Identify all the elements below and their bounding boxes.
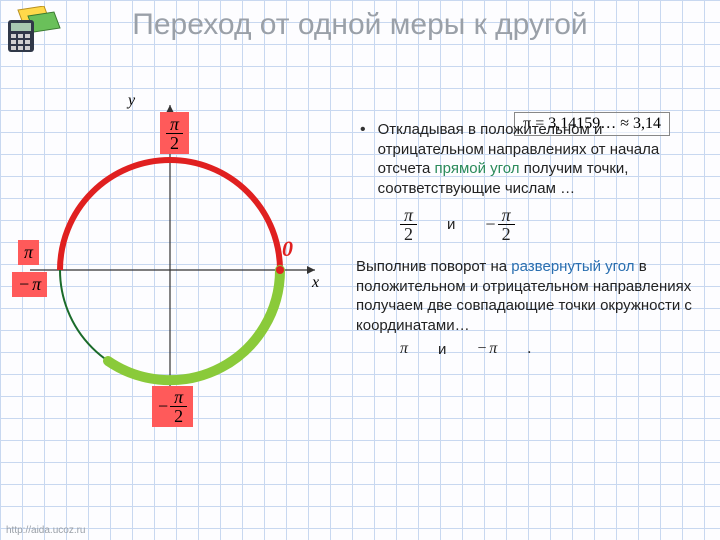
pi-half-formula: π2 xyxy=(400,206,417,243)
neg-pi-half-formula: π2 xyxy=(485,206,514,243)
right-angle-term: прямой угол xyxy=(435,160,520,177)
unit-circle-diagram: y x 0 π2 π π π2 xyxy=(10,90,330,440)
y-axis-label: y xyxy=(128,92,135,110)
x-axis-label: x xyxy=(312,274,319,292)
period: . xyxy=(527,339,531,360)
straight-angle-term: развернутый угол xyxy=(511,258,634,275)
page-title: Переход от одной меры к другой xyxy=(0,8,720,43)
and-2: и xyxy=(438,340,446,360)
and-1: и xyxy=(447,215,455,235)
explanation-text: Откладывая в положительном и отрицательн… xyxy=(360,120,705,360)
chip-pi: π xyxy=(18,240,39,265)
footer-url: http://aida.ucoz.ru xyxy=(6,525,86,536)
formula-row-1: π2 и π2 xyxy=(400,206,705,243)
pi-formula: π xyxy=(400,339,408,360)
chip-neg-pi: π xyxy=(12,272,47,297)
chip-pi-half: π2 xyxy=(160,112,189,154)
origin-label: 0 xyxy=(282,236,293,262)
chip-neg-pi-half: π2 xyxy=(152,386,193,427)
paragraph-1: Откладывая в положительном и отрицательн… xyxy=(378,120,705,198)
paragraph-2: Выполнив поворот на развернутый угол в п… xyxy=(356,257,705,335)
neg-pi-formula: π xyxy=(476,339,497,360)
para2-part-a: Выполнив поворот на xyxy=(356,258,511,275)
formula-row-2: π и π. xyxy=(400,339,705,360)
